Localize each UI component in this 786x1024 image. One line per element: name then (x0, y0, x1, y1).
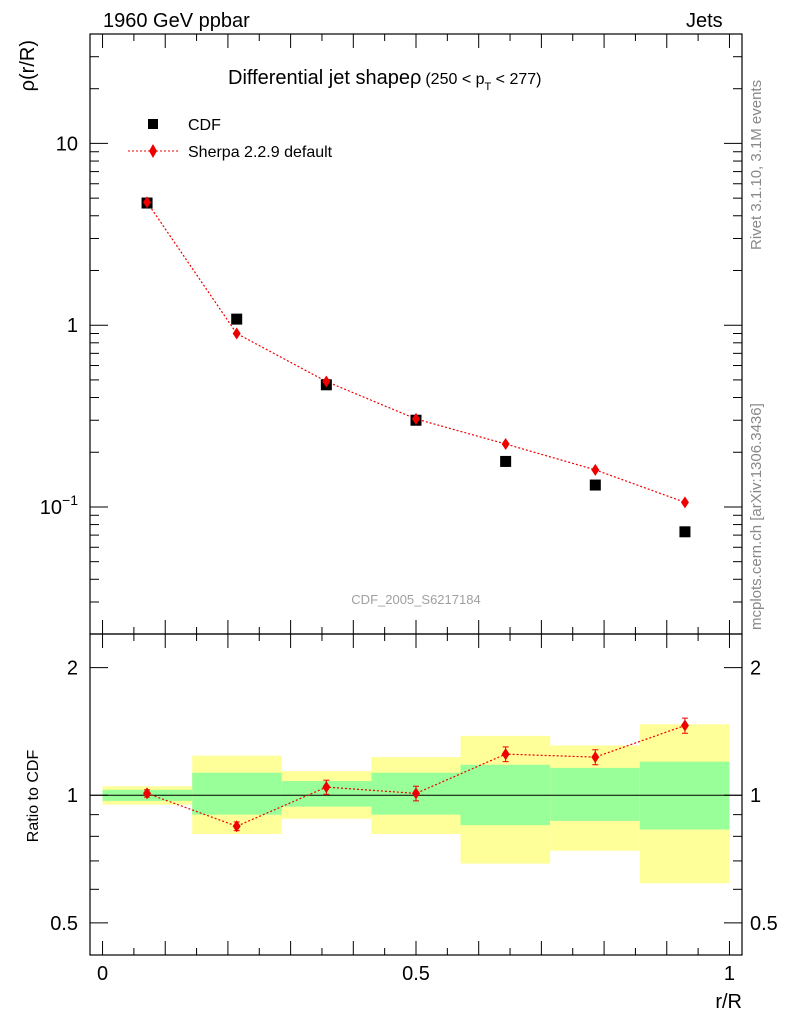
ratio-band-inner-5 (550, 767, 640, 821)
ratio-y-axis-label: Ratio to CDF (25, 750, 42, 843)
ratio-band-inner-1 (192, 772, 282, 815)
ratio-ytick-label-right-1: 1 (750, 785, 761, 807)
xtick-label-2: 1 (724, 963, 735, 985)
y-axis-label: ρ(r/R) (17, 40, 39, 91)
ratio-sherpa-point-2 (322, 781, 331, 794)
sherpa-line (146, 201, 686, 503)
ratio-sherpa-point-6 (680, 719, 689, 732)
xtick-label-0: 0 (97, 963, 108, 985)
ratio-sherpa-point-4 (501, 748, 510, 761)
ratio-sherpa-point-1 (232, 820, 241, 833)
ratio-ytick-label-right-2: 0.5 (750, 913, 778, 935)
sherpa-point-0 (143, 196, 152, 209)
ratio-sherpa-point-0 (143, 787, 152, 800)
chart-title: Differential jet shapeρ (250 < pT < 277) (228, 67, 542, 93)
main-ytick-label-2: 10−1 (40, 492, 78, 519)
xtick-label-1: 0.5 (402, 963, 430, 985)
ratio-ytick-label-right-0: 2 (750, 658, 761, 680)
ratio-ytick-label-left-0: 2 (67, 658, 78, 680)
mcplots-label: mcplots.cern.ch [arXiv:1306.3436] (748, 403, 765, 630)
rivet-label: Rivet 3.1.10, 3.1M events (748, 79, 765, 250)
ratio-ytick-label-left-1: 1 (67, 785, 78, 807)
main-ytick-label-1: 1 (67, 315, 78, 337)
legend-sherpa-marker (149, 144, 157, 158)
sherpa-point-3 (412, 412, 420, 425)
sherpa-point-6 (680, 496, 689, 509)
cdf-point-4 (500, 455, 512, 467)
sherpa-point-1 (232, 327, 241, 340)
sherpa-point-5 (591, 463, 600, 476)
legend-sherpa-label: Sherpa 2.2.9 default (188, 144, 333, 161)
ratio-sherpa-point-5 (591, 751, 600, 764)
sherpa-point-2 (322, 375, 331, 388)
sherpa-point-4 (501, 438, 510, 451)
cdf-point-5 (589, 479, 601, 491)
cdf-point-6 (679, 526, 691, 538)
header-left: 1960 GeV ppbar (103, 10, 250, 32)
ratio-sherpa-point-3 (412, 787, 420, 800)
legend-cdf-label: CDF (188, 117, 221, 134)
analysis-watermark: CDF_2005_S6217184 (351, 592, 480, 607)
main-ytick-label-0: 10 (56, 133, 78, 155)
x-axis-label: r/R (715, 991, 742, 1013)
legend-cdf-marker (148, 119, 158, 129)
cdf-point-1 (231, 313, 243, 325)
ratio-ytick-label-left-2: 0.5 (50, 913, 78, 935)
header-right: Jets (686, 10, 723, 32)
